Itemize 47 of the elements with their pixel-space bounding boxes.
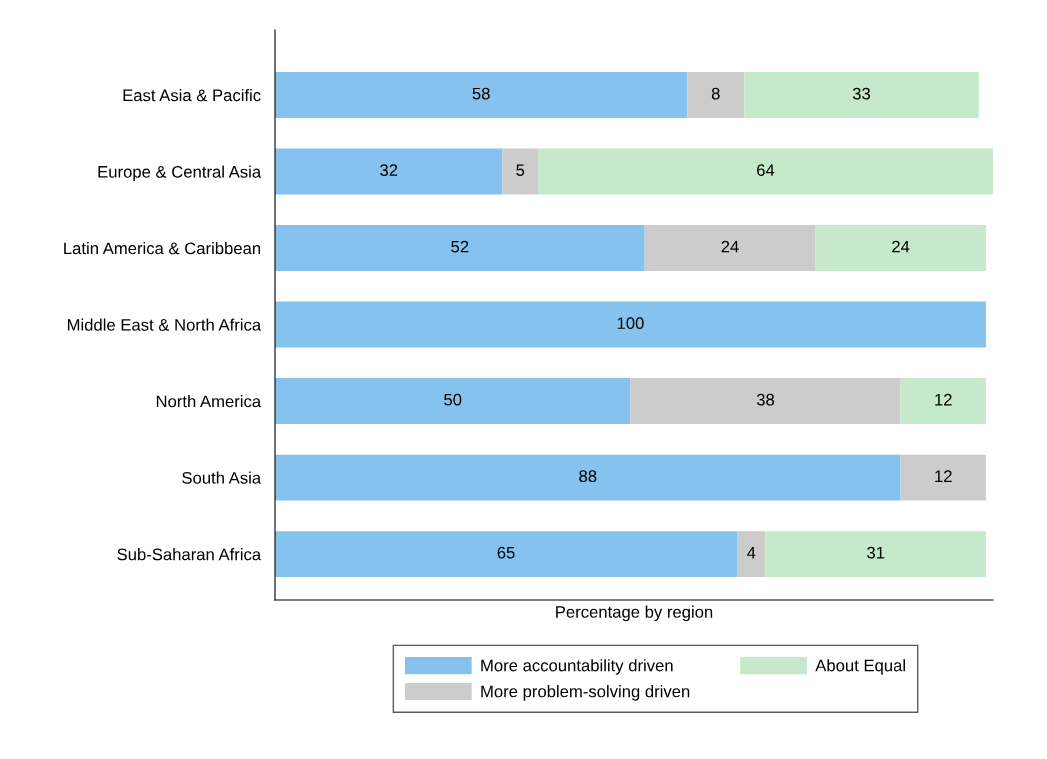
bar (644, 225, 816, 272)
data-label: 88 (579, 470, 597, 483)
bar (630, 378, 901, 425)
bar (538, 148, 993, 195)
data-label: 65 (497, 546, 515, 559)
data-label: 32 (380, 164, 398, 177)
bar (502, 148, 539, 195)
legend-label: More problem-solving driven (481, 685, 690, 701)
y-tick-label: Europe & Central Asia (98, 165, 262, 182)
bar (765, 531, 986, 578)
bar (275, 301, 986, 348)
legend-label: More accountability driven (481, 659, 673, 675)
bar (275, 72, 688, 118)
bar (744, 72, 979, 118)
bar (275, 531, 738, 578)
bar (687, 72, 745, 118)
bar (900, 454, 986, 501)
data-label: 5 (516, 164, 525, 177)
data-label: 4 (747, 546, 756, 559)
data-label: 12 (935, 393, 952, 406)
bar (900, 378, 986, 425)
y-tick-label: South Asia (182, 471, 262, 484)
y-tick-label: North America (156, 395, 262, 408)
bar (737, 531, 766, 578)
bar (815, 225, 986, 272)
data-label: 52 (451, 240, 469, 253)
data-label: 12 (935, 470, 952, 482)
data-label: 100 (617, 317, 644, 330)
data-label: 24 (721, 240, 739, 253)
legend-label: About Equal (815, 659, 905, 675)
data-label: 24 (892, 240, 910, 253)
y-tick-label: Latin America & Caribbean (64, 242, 261, 255)
bar (275, 225, 645, 272)
bar (275, 454, 901, 501)
y-tick-label: Sub-Saharan Africa (117, 548, 262, 561)
data-label: 58 (472, 87, 490, 100)
y-tick-label: East Asia & Pacific (123, 88, 261, 102)
bar (275, 378, 631, 425)
x-axis-title: Percentage by region (556, 605, 713, 622)
data-label: 33 (852, 87, 871, 100)
y-tick-label: Middle East & North Africa (67, 318, 262, 331)
data-label: 31 (867, 546, 885, 559)
data-label: 8 (711, 87, 720, 100)
bar (275, 148, 503, 195)
data-label: 38 (756, 393, 775, 406)
data-label: 50 (444, 393, 462, 406)
data-label: 64 (757, 164, 775, 177)
